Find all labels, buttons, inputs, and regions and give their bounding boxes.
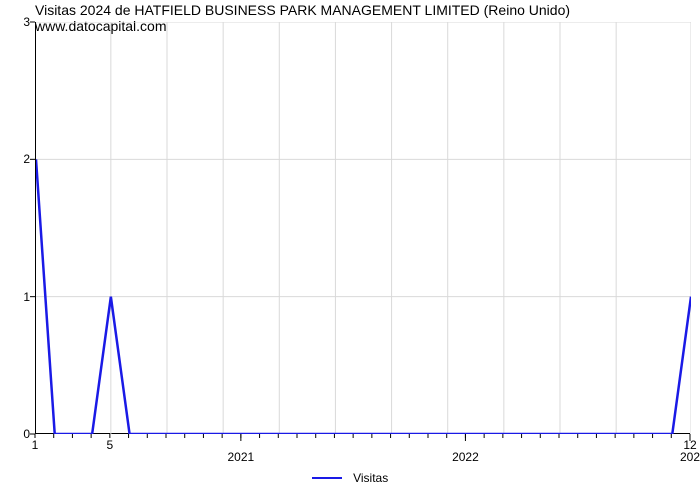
legend: Visitas — [0, 470, 700, 485]
chart-container: Visitas 2024 de HATFIELD BUSINESS PARK M… — [0, 0, 700, 500]
legend-swatch — [312, 477, 342, 479]
axis-ticks — [0, 0, 700, 500]
legend-label: Visitas — [353, 471, 388, 485]
